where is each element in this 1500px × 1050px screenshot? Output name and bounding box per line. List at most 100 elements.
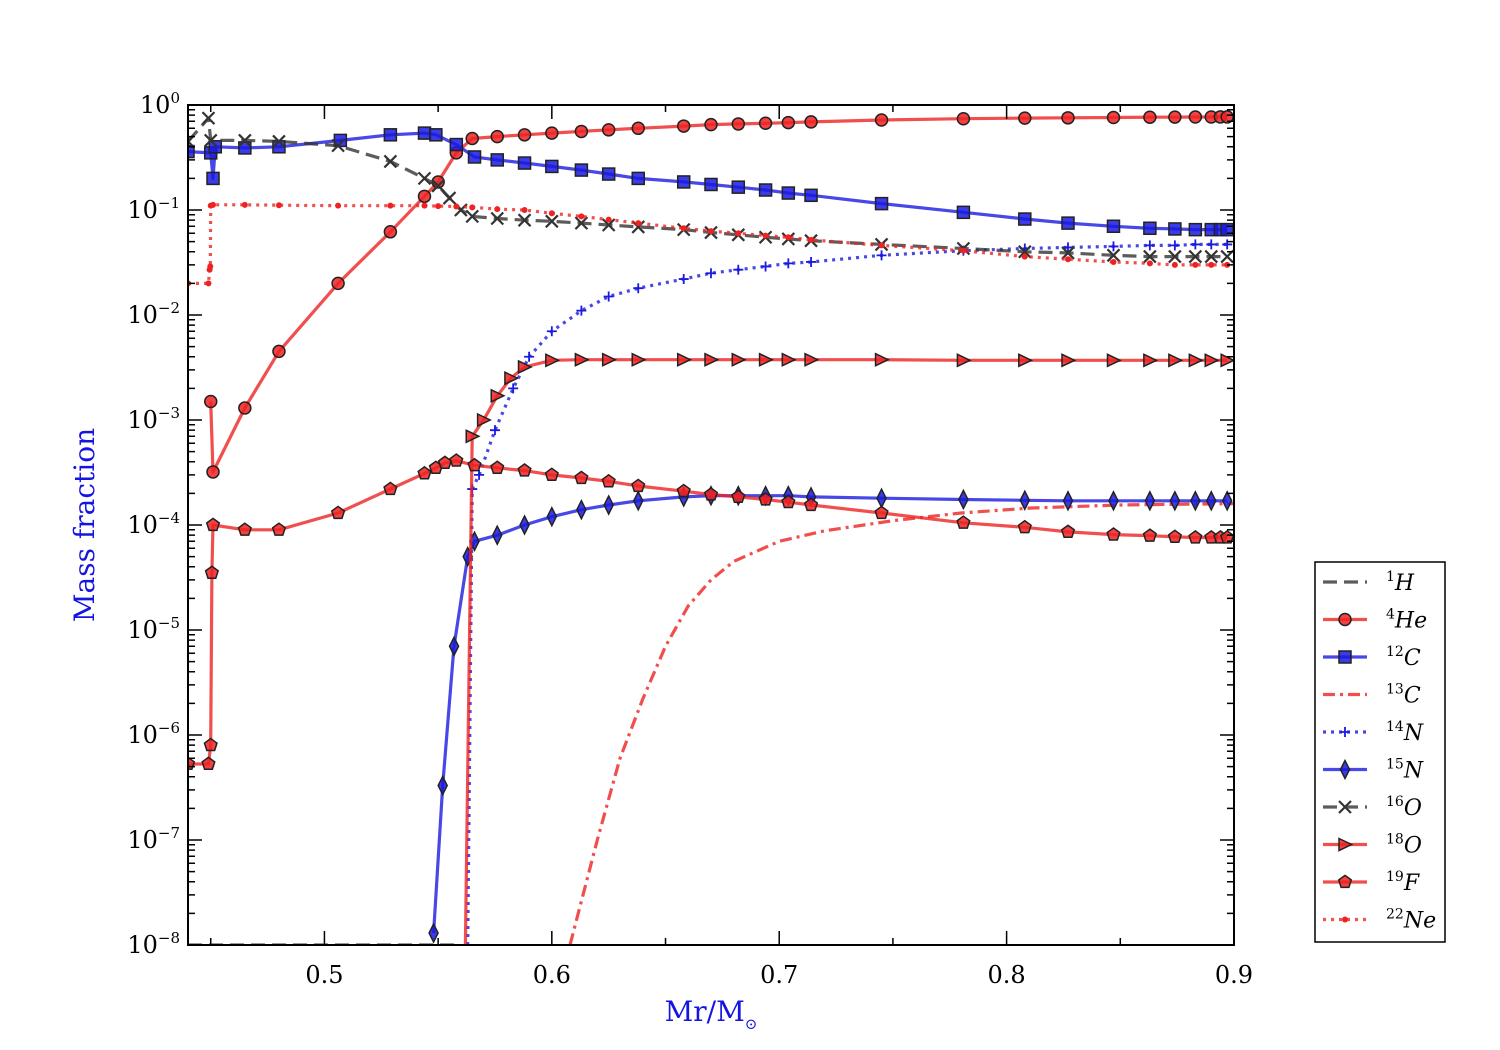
data-point-4-He (331, 276, 345, 291)
legend-marker (1340, 727, 1350, 737)
data-point-19-F (467, 457, 482, 472)
data-point-4-He (545, 126, 559, 140)
data-point-4-He (601, 123, 616, 137)
data-point-19-F (758, 491, 773, 506)
data-point-12-C (1143, 221, 1157, 236)
data-point-18-O (465, 429, 481, 444)
data-point-12-C (449, 137, 464, 152)
data-point-19-F (271, 522, 287, 536)
x-tick-label: 0.6 (533, 961, 571, 989)
data-point-19-F (237, 522, 253, 536)
data-point-22-Ne (453, 203, 460, 210)
y-tick-label: 10−3 (127, 404, 180, 434)
data-point-14-N (783, 258, 794, 269)
data-point-19-F (703, 487, 719, 501)
data-point-18-O (601, 352, 618, 367)
series-line-18-O (463, 358, 1228, 945)
series-18-O (463, 352, 1234, 945)
data-point-22-Ne (1110, 258, 1117, 265)
data-point-22-Ne (578, 213, 585, 220)
data-point-15-N (428, 922, 439, 944)
series-19-F (188, 453, 1234, 771)
data-point-16-O (1220, 249, 1234, 264)
data-point-19-F (1188, 529, 1203, 544)
data-point-19-F (437, 455, 453, 470)
data-point-16-O (601, 218, 616, 232)
data-point-15-N (958, 488, 969, 511)
legend-box (1314, 561, 1446, 943)
data-point-22-Ne (762, 232, 769, 239)
legend: 1H 4He 12C 13C 14N 15N 16O 18O 19F 22Ne (1314, 561, 1446, 943)
data-point-18-O (781, 352, 797, 367)
x-axis-title: Mr/M⊙ (665, 995, 758, 1033)
data-point-19-F (874, 505, 889, 520)
data-point-14-N (706, 268, 716, 279)
legend-marker (1339, 758, 1351, 781)
data-point-19-F (1106, 527, 1121, 541)
data-point-14-N (1169, 240, 1180, 251)
data-point-18-O (731, 352, 747, 367)
series-13-C (568, 502, 1234, 945)
data-point-19-F (517, 463, 532, 477)
data-point-18-O (504, 371, 520, 386)
data-point-19-F (417, 465, 432, 480)
data-point-4-He (1018, 111, 1032, 125)
data-point-22-Ne (605, 216, 612, 223)
data-point-16-O (545, 214, 559, 229)
data-point-19-F (676, 483, 691, 498)
data-point-14-N (633, 283, 644, 294)
data-point-4-He (874, 113, 889, 127)
data-point-18-O (1106, 353, 1122, 368)
data-point-12-C (704, 177, 718, 192)
data-point-18-O (874, 352, 890, 367)
legend-label: 22Ne (1386, 907, 1436, 934)
data-point-4-He (1188, 110, 1203, 124)
data-point-14-N (1144, 240, 1155, 251)
y-tick-label: 10−4 (127, 509, 180, 539)
data-point-12-C (206, 171, 220, 186)
data-point-15-N (632, 490, 644, 512)
data-point-15-N (576, 498, 587, 521)
data-point-18-O (1143, 353, 1159, 368)
legend-entry-18-O: 18O (1323, 832, 1422, 859)
data-point-22-Ne (210, 201, 217, 208)
legend-marker (1342, 916, 1348, 923)
series-12-C (188, 126, 1234, 237)
tick-layer (188, 104, 1235, 946)
data-point-4-He (272, 344, 286, 359)
data-point-16-O (442, 191, 457, 205)
data-point-12-C (417, 126, 432, 140)
data-point-18-O (804, 352, 820, 367)
data-point-4-He (676, 119, 691, 133)
data-point-16-O (1061, 246, 1075, 260)
data-point-12-C (631, 171, 645, 186)
data-point-15-N (437, 774, 449, 797)
data-point-18-O (631, 352, 647, 367)
data-point-16-O (188, 134, 195, 149)
data-point-15-N (448, 635, 460, 657)
data-point-16-O (383, 154, 398, 169)
data-point-18-O (574, 352, 590, 367)
legend-entry-14-N: 14N (1323, 719, 1424, 746)
data-point-19-F (956, 515, 971, 529)
data-point-4-He (1061, 111, 1075, 125)
data-point-12-C (383, 128, 398, 142)
data-point-4-He (417, 189, 432, 204)
data-point-22-Ne (521, 207, 528, 213)
data-point-12-C (1106, 219, 1121, 234)
legend-entry-15-N: 15N (1323, 757, 1424, 784)
data-point-12-C (545, 159, 559, 174)
data-point-16-O (490, 211, 505, 226)
data-point-14-N (524, 351, 535, 362)
data-point-19-F (544, 467, 559, 481)
data-point-4-He (781, 115, 796, 130)
data-point-4-He (206, 465, 220, 479)
data-point-12-C (1188, 222, 1203, 237)
data-point-22-Ne (635, 220, 642, 227)
legend-marker (1338, 837, 1354, 852)
data-point-12-C (1168, 222, 1182, 236)
data-point-22-Ne (1021, 253, 1028, 260)
legend-entry-4-He: 4He (1323, 607, 1427, 634)
legend-label: 16O (1386, 794, 1422, 821)
legend-entry-12-C: 12C (1323, 644, 1421, 671)
